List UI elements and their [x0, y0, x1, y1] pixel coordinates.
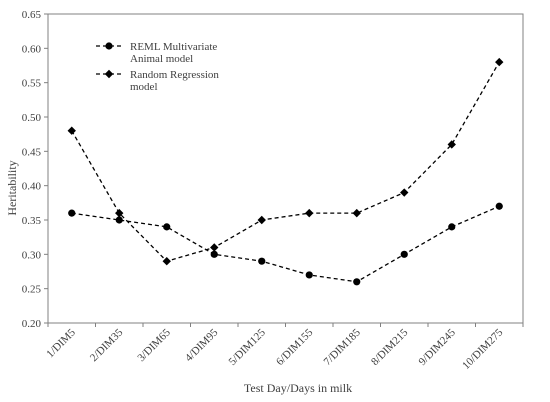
data-point [258, 257, 266, 265]
data-point [495, 202, 503, 210]
x-axis-title: Test Day/Days in milk [244, 381, 352, 395]
series-line [71, 61, 500, 262]
y-tick-label: 0.55 [22, 78, 42, 90]
legend-label: Animal model [130, 53, 193, 65]
data-point [305, 271, 313, 279]
y-tick-label: 0.50 [22, 112, 42, 124]
y-tick-label: 0.45 [22, 146, 42, 158]
data-point [400, 250, 408, 258]
axes [44, 13, 524, 327]
series-line [71, 205, 500, 283]
y-tick-label: 0.35 [22, 215, 42, 227]
data-point [163, 223, 171, 231]
y-tick-label: 0.65 [22, 9, 42, 21]
data-point [257, 215, 266, 225]
legend-marker [105, 42, 113, 50]
data-point [115, 216, 123, 224]
y-tick-label: 0.25 [22, 284, 42, 296]
y-tick-labels: 0.20 0.25 0.30 0.35 0.40 0.45 0.50 0.55 0.60 0.65 [22, 9, 42, 330]
data-point [210, 250, 218, 258]
data-point [448, 223, 456, 231]
data-point [353, 278, 361, 286]
legend-label: REML Multivariate [130, 41, 217, 53]
legend-label: Random Regression [130, 69, 219, 81]
series-1 [68, 202, 503, 286]
series-2 [67, 57, 504, 266]
y-tick-label: 0.20 [22, 318, 42, 330]
data-point [447, 140, 456, 149]
y-tick-label: 0.40 [22, 181, 42, 193]
data-point [68, 209, 76, 217]
data-point [162, 257, 171, 266]
y-tick-label: 0.30 [22, 249, 42, 261]
data-point [210, 243, 219, 252]
data-point [115, 208, 124, 218]
legend-marker [104, 69, 114, 79]
data-point [305, 208, 314, 218]
legend-label: model [130, 81, 158, 93]
data-point [352, 208, 361, 218]
data-point [67, 126, 76, 135]
data-point [400, 188, 409, 197]
series-layer [67, 57, 504, 286]
y-axis-title: Heritability [5, 160, 19, 215]
y-tick-label: 0.60 [22, 43, 42, 55]
data-point [495, 57, 504, 67]
